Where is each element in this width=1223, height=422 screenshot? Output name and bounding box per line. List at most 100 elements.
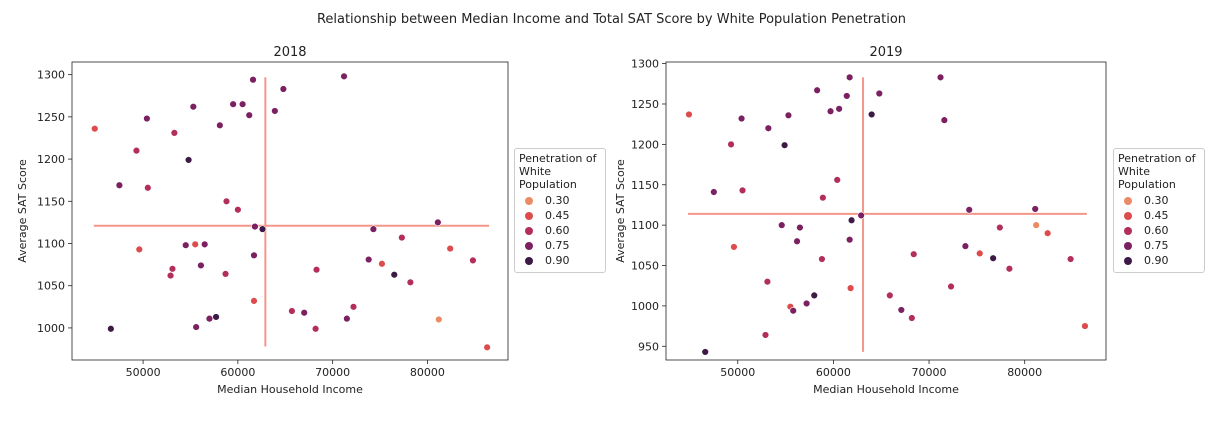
data-point bbox=[826, 107, 835, 115]
data-point bbox=[833, 176, 841, 184]
legend-entry: 0.75 bbox=[1118, 238, 1196, 253]
data-point bbox=[845, 73, 854, 82]
data-point bbox=[258, 225, 267, 233]
data-point bbox=[996, 223, 1004, 232]
data-point bbox=[182, 241, 190, 249]
plot-frame bbox=[665, 61, 1107, 361]
legend-label: 0.60 bbox=[1144, 224, 1169, 237]
data-point bbox=[847, 216, 856, 224]
data-point bbox=[940, 116, 949, 124]
data-point bbox=[764, 124, 773, 132]
legend-entry: 0.45 bbox=[519, 208, 597, 223]
data-point bbox=[685, 110, 693, 119]
y-tick-label: 1000 bbox=[37, 322, 65, 335]
data-point bbox=[168, 265, 177, 273]
legend-entries: 0.30 0.45 0.60 0.75 0.90 bbox=[519, 193, 597, 268]
y-tick-label: 1100 bbox=[631, 219, 659, 232]
legend-label: 0.30 bbox=[545, 194, 570, 207]
data-point bbox=[793, 237, 801, 245]
data-point bbox=[789, 307, 797, 315]
data-point bbox=[802, 299, 811, 308]
legend-marker bbox=[525, 196, 533, 205]
data-point bbox=[710, 188, 718, 196]
data-point bbox=[115, 181, 124, 189]
data-point bbox=[212, 313, 220, 321]
data-point bbox=[406, 278, 415, 287]
data-point bbox=[1032, 221, 1040, 229]
data-point bbox=[813, 86, 821, 94]
x-tick-label: 80000 bbox=[1007, 366, 1042, 379]
data-point bbox=[250, 297, 258, 305]
y-axis-label: Average SAT Score bbox=[16, 159, 29, 263]
data-point bbox=[819, 193, 827, 202]
data-point bbox=[312, 265, 321, 274]
data-point bbox=[897, 306, 906, 314]
x-tick-label: 50000 bbox=[720, 366, 755, 379]
data-point bbox=[936, 73, 945, 82]
y-tick-label: 950 bbox=[638, 340, 659, 353]
data-point bbox=[234, 206, 242, 214]
data-point bbox=[250, 251, 258, 260]
data-point bbox=[349, 303, 358, 311]
data-point bbox=[279, 85, 288, 93]
y-tick-label: 1200 bbox=[37, 153, 65, 166]
data-point bbox=[1066, 255, 1075, 263]
legend-title: Penetration of White Population bbox=[1118, 152, 1196, 191]
legend-entry: 0.60 bbox=[1118, 223, 1196, 238]
data-point bbox=[737, 114, 746, 123]
data-point bbox=[846, 284, 855, 292]
y-tick-label: 1050 bbox=[37, 280, 65, 293]
data-point bbox=[343, 314, 351, 323]
data-point bbox=[886, 291, 894, 300]
legend-entries: 0.30 0.45 0.60 0.75 0.90 bbox=[1118, 193, 1196, 268]
data-point bbox=[132, 146, 141, 155]
data-point bbox=[184, 156, 193, 164]
legend-entry: 0.60 bbox=[519, 223, 597, 238]
data-point bbox=[288, 307, 296, 315]
legend-title: Penetration of White Population bbox=[519, 152, 597, 191]
data-point bbox=[245, 111, 253, 119]
chart-title: 2019 bbox=[869, 45, 902, 60]
data-point bbox=[170, 129, 179, 137]
data-point bbox=[251, 222, 259, 231]
y-tick-label: 1000 bbox=[631, 300, 659, 313]
legend-marker bbox=[525, 256, 533, 265]
legend-marker bbox=[525, 241, 533, 250]
data-point bbox=[200, 240, 209, 249]
y-tick-label: 1100 bbox=[37, 238, 65, 251]
data-point bbox=[989, 254, 997, 262]
legend-marker bbox=[1124, 196, 1132, 205]
y-tick-label: 1250 bbox=[37, 111, 65, 124]
y-axis-label: Average SAT Score bbox=[614, 159, 627, 263]
legend-label: 0.45 bbox=[1144, 209, 1169, 222]
data-point bbox=[730, 243, 738, 251]
data-point bbox=[446, 244, 454, 253]
data-point bbox=[835, 105, 843, 113]
x-tick-label: 60000 bbox=[220, 366, 255, 379]
data-point bbox=[435, 315, 443, 324]
legend-entry: 0.45 bbox=[1118, 208, 1196, 223]
x-tick-label: 70000 bbox=[912, 366, 947, 379]
data-point bbox=[166, 271, 175, 280]
data-point bbox=[189, 103, 198, 111]
y-tick-label: 1250 bbox=[631, 98, 659, 111]
data-point bbox=[340, 72, 348, 81]
y-tick-label: 1050 bbox=[631, 260, 659, 273]
data-point bbox=[434, 218, 442, 227]
data-point bbox=[483, 343, 491, 352]
data-point bbox=[205, 314, 214, 323]
figure-title: Relationship between Median Income and T… bbox=[316, 12, 907, 27]
data-point bbox=[875, 89, 884, 98]
data-point bbox=[249, 76, 257, 84]
data-point bbox=[1005, 265, 1014, 273]
legend-marker bbox=[1124, 256, 1132, 265]
data-point bbox=[976, 249, 984, 258]
data-point bbox=[221, 270, 230, 278]
legend-entry: 0.75 bbox=[519, 238, 597, 253]
data-point bbox=[378, 260, 386, 268]
data-point bbox=[784, 111, 793, 120]
data-point bbox=[191, 240, 199, 249]
data-point bbox=[908, 314, 916, 322]
data-point bbox=[727, 140, 735, 149]
scatter-panel-2018: 2018 50000 60000 70000 80000 1000 1050 1100 1150… bbox=[0, 38, 515, 408]
